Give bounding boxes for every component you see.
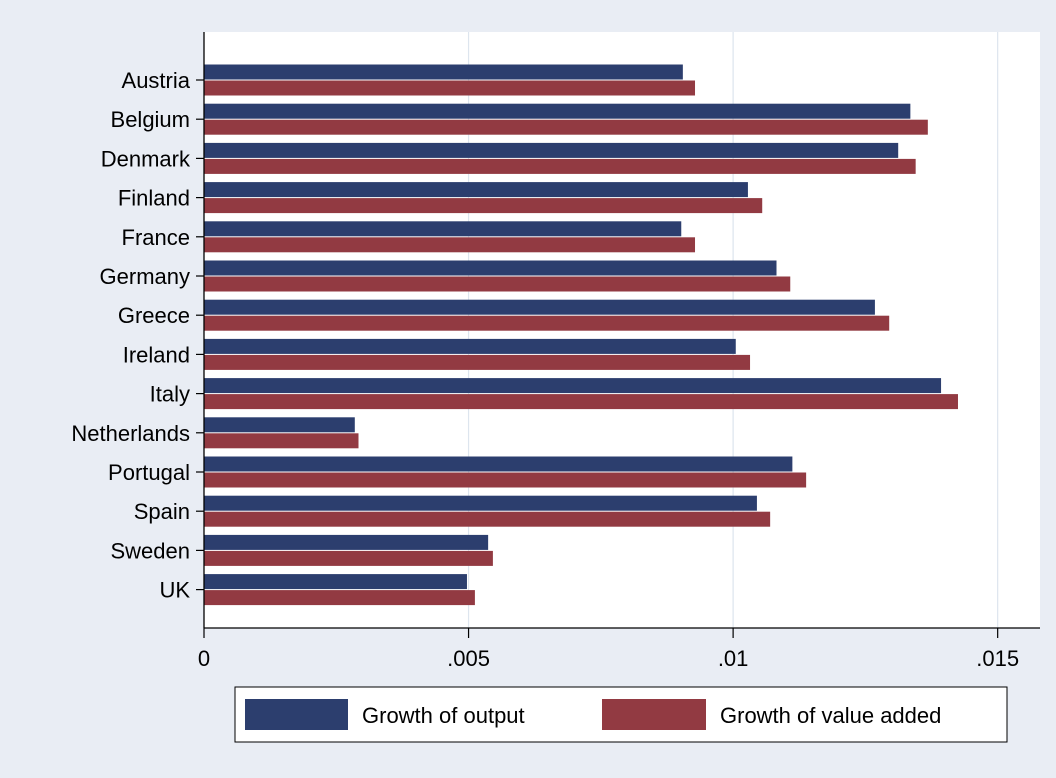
bar-output xyxy=(204,182,748,198)
legend-box xyxy=(234,686,1008,743)
bar-value-added xyxy=(204,276,791,292)
bar-output xyxy=(204,534,489,550)
bar-value-added xyxy=(204,158,916,174)
y-tick-label: UK xyxy=(159,578,190,603)
bar-value-added xyxy=(204,315,890,331)
bar-value-added xyxy=(204,237,696,253)
bar-output xyxy=(204,221,682,237)
legend-swatch-output xyxy=(245,699,348,730)
y-tick-label: Denmark xyxy=(101,146,191,171)
bar-output xyxy=(204,64,683,80)
bar-output xyxy=(204,142,899,158)
bar-value-added xyxy=(204,590,475,606)
legend-label-value-added: Growth of value added xyxy=(720,703,941,728)
bar-output xyxy=(204,299,875,315)
bar-value-added xyxy=(204,550,493,566)
legend-label-output: Growth of output xyxy=(362,703,525,728)
y-tick-label: Netherlands xyxy=(71,421,190,446)
y-tick-label: France xyxy=(122,225,190,250)
y-tick-label: Finland xyxy=(118,186,190,211)
bar-value-added xyxy=(204,354,751,370)
bars xyxy=(204,64,958,606)
bar-value-added xyxy=(204,472,807,488)
bar-value-added xyxy=(204,433,359,449)
bar-value-added xyxy=(204,80,696,96)
x-tick-label: 0 xyxy=(198,646,210,671)
bar-output xyxy=(204,260,777,276)
legend: Growth of output Growth of value added xyxy=(234,686,1008,743)
x-tick-label: .005 xyxy=(447,646,490,671)
bar-output xyxy=(204,574,467,590)
y-tick-label: Sweden xyxy=(110,538,190,563)
x-axis-ticks: 0 .005 .01 .015 xyxy=(198,628,1019,671)
legend-swatch-value-added xyxy=(602,699,706,730)
bar-output xyxy=(204,378,942,394)
y-tick-label: Italy xyxy=(150,382,190,407)
bar-output xyxy=(204,103,911,119)
bar-output xyxy=(204,417,355,433)
bar-value-added xyxy=(204,198,763,214)
y-tick-label: Portugal xyxy=(108,460,190,485)
y-axis-labels: Austria Belgium Denmark Finland France German… xyxy=(71,68,204,603)
bar-output xyxy=(204,495,757,511)
y-tick-label: Germany xyxy=(100,264,190,289)
x-tick-label: .015 xyxy=(976,646,1019,671)
y-tick-label: Greece xyxy=(118,303,190,328)
x-tick-label: .01 xyxy=(718,646,749,671)
bar-output xyxy=(204,338,736,354)
y-tick-label: Spain xyxy=(134,499,190,524)
bar-value-added xyxy=(204,511,771,527)
bar-value-added xyxy=(204,394,958,410)
y-tick-label: Austria xyxy=(122,68,191,93)
y-tick-label: Ireland xyxy=(123,342,190,367)
y-tick-label: Belgium xyxy=(111,107,190,132)
bar-value-added xyxy=(204,119,928,135)
bar-output xyxy=(204,456,793,472)
